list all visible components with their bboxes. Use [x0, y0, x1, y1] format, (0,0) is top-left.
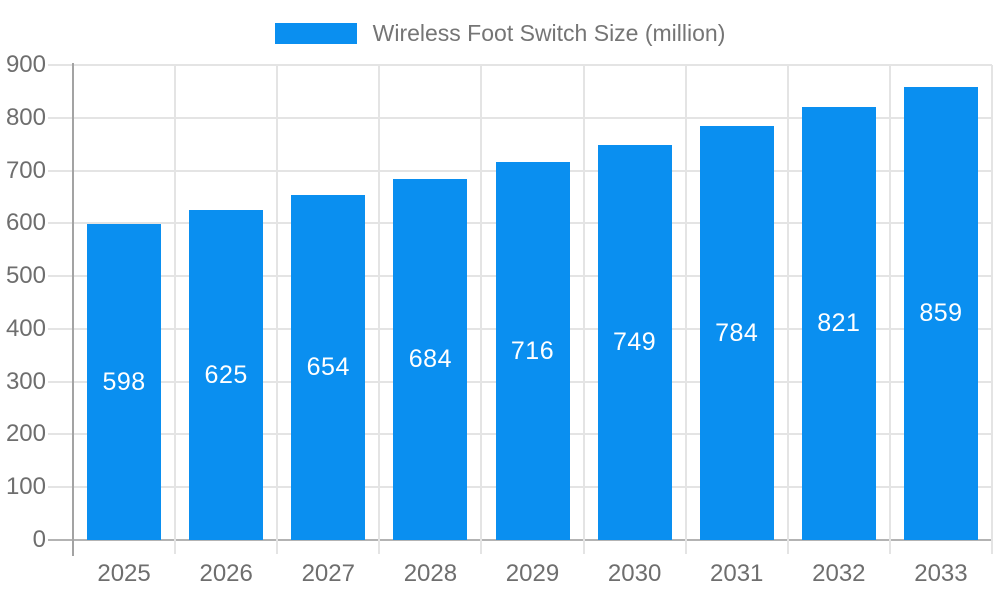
x-grid-line — [786, 65, 789, 540]
legend-swatch-icon — [274, 23, 357, 44]
y-tick-mark — [48, 539, 73, 541]
legend-label: Wireless Foot Switch Size (million) — [372, 20, 726, 46]
legend[interactable]: Wireless Foot Switch Size (million) — [0, 20, 1000, 47]
y-tick-mark — [48, 380, 73, 383]
bar: 784 — [699, 126, 774, 540]
x-tick-mark — [582, 540, 585, 554]
x-tick-mark — [378, 540, 381, 554]
y-tick-mark — [48, 275, 73, 278]
x-grid-line — [174, 65, 177, 540]
bar-value-label: 859 — [919, 298, 963, 327]
y-grid-line — [73, 64, 992, 66]
x-tick-label: 2026 — [199, 560, 253, 587]
y-tick-mark — [48, 64, 73, 66]
x-grid-line — [888, 65, 891, 540]
x-tick-mark — [276, 540, 279, 554]
x-grid-line — [991, 65, 993, 540]
y-tick-label: 300 — [5, 367, 46, 395]
bar-value-label: 716 — [510, 336, 555, 365]
y-tick-label: 500 — [5, 262, 46, 290]
bar: 859 — [903, 86, 978, 540]
x-tick-mark — [786, 540, 789, 554]
x-tick-label: 2029 — [505, 560, 560, 587]
x-grid-line — [378, 65, 381, 540]
y-tick-label: 100 — [5, 473, 46, 501]
bar-value-label: 821 — [817, 308, 861, 337]
y-grid-line — [73, 116, 992, 119]
y-tick-label: 400 — [5, 314, 46, 342]
y-axis-line — [72, 63, 74, 556]
bar: 598 — [87, 224, 162, 540]
bar-value-label: 784 — [715, 318, 759, 347]
y-tick-label: 600 — [5, 209, 46, 237]
x-grid-line — [276, 65, 279, 540]
y-tick-label: 200 — [5, 420, 46, 448]
bar-value-label: 749 — [613, 327, 657, 356]
x-grid-line — [582, 65, 585, 540]
x-tick-label: 2033 — [914, 560, 968, 587]
y-tick-mark — [48, 486, 73, 489]
y-tick-label: 800 — [5, 103, 46, 131]
x-tick-mark — [480, 540, 483, 554]
x-tick-label: 2030 — [607, 560, 662, 587]
y-tick-label: 700 — [5, 156, 46, 184]
y-tick-mark — [48, 116, 73, 119]
x-tick-mark — [174, 540, 177, 554]
x-grid-line — [684, 65, 687, 540]
y-tick-label: 900 — [5, 51, 46, 78]
y-tick-mark — [48, 433, 73, 436]
bar: 625 — [189, 210, 264, 540]
x-axis-line — [73, 539, 992, 541]
bar: 821 — [801, 106, 876, 540]
bar: 716 — [495, 162, 570, 540]
x-tick-label: 2028 — [403, 560, 458, 587]
bar: 684 — [393, 179, 468, 540]
bar: 749 — [597, 144, 672, 540]
y-tick-mark — [48, 222, 73, 225]
bar-value-label: 684 — [408, 345, 452, 373]
y-tick-mark — [48, 169, 73, 172]
x-grid-line — [480, 65, 483, 540]
x-tick-label: 2025 — [97, 560, 151, 587]
bar-value-label: 654 — [306, 352, 350, 381]
y-tick-mark — [48, 327, 73, 330]
x-tick-mark — [888, 540, 891, 554]
x-tick-label: 2032 — [812, 560, 866, 587]
x-tick-mark — [991, 540, 993, 554]
y-tick-label: 0 — [32, 526, 46, 553]
x-tick-label: 2031 — [710, 560, 764, 587]
x-tick-label: 2027 — [301, 560, 355, 587]
bar: 654 — [291, 194, 366, 540]
bar-value-label: 625 — [204, 360, 248, 389]
x-tick-mark — [684, 540, 687, 554]
bar-value-label: 598 — [102, 367, 146, 396]
